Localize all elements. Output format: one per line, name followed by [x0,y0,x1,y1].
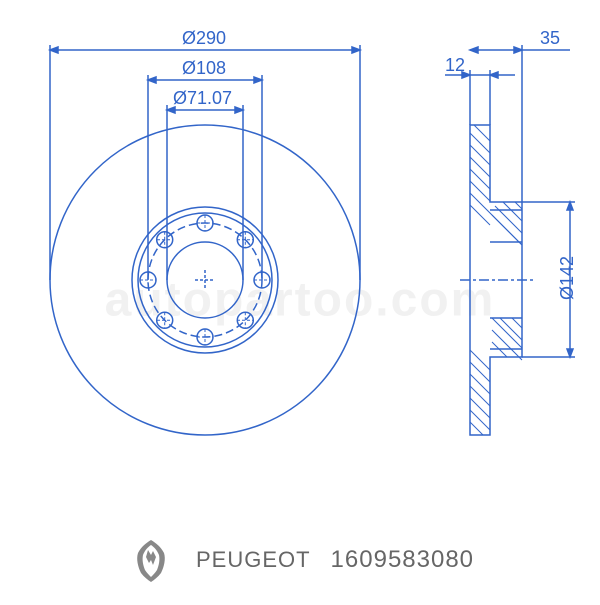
technical-drawing [0,0,600,600]
footer: PEUGEOT 1609583080 [0,535,600,585]
part-number: 1609583080 [331,546,474,574]
side-view [460,125,535,435]
peugeot-logo-icon [126,535,176,585]
brand-name: PEUGEOT [196,547,311,573]
